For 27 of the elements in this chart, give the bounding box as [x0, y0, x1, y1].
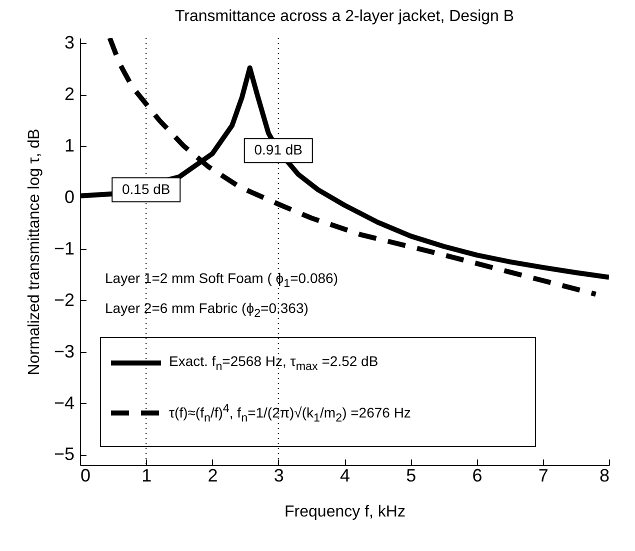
- annotation: 0.15 dB: [122, 180, 170, 197]
- text: τ(f)≈(f$_{n}$/f)$^{4}$, f$_{n}$=1/(2π)√(k$_{1}$/m$_{2}$) =2676 Hz: [169, 402, 411, 424]
- y-axis-title: Normalized transmittance log τ, dB: [26, 128, 43, 376]
- x-tick-label: 1: [142, 466, 152, 486]
- y-tick-label: −3: [54, 341, 74, 362]
- annotation: 0.91 dB: [254, 142, 303, 158]
- y-tick-label: −2: [54, 290, 74, 310]
- x-tick-label: 7: [538, 466, 548, 486]
- y-tick-label: −4: [54, 392, 74, 413]
- legend-label: Exact. f$_{n}$=2568 Hz, τ$_{max}$ =2.52 dB: [169, 353, 378, 373]
- y-tick-label: −5: [54, 444, 74, 464]
- y-tick-label: 2: [64, 84, 74, 104]
- x-tick-label: 6: [472, 466, 482, 486]
- y-tick-label: −1: [54, 238, 74, 258]
- x-axis-title: Frequency f, kHz: [284, 504, 406, 520]
- y-tick-label: 1: [64, 136, 74, 156]
- annotation: Layer 2=6 mm Fabric (ϕ$_{2}$=0.363): [105, 300, 308, 320]
- chart-title: Transmittance across a 2-layer jacket, Design B: [174, 8, 514, 26]
- x-tick-label: 3: [274, 466, 284, 486]
- x-tick-label: 5: [406, 466, 416, 486]
- x-tick-label: 8: [599, 466, 610, 486]
- annotation: Layer 1=2 mm Soft Foam ( ϕ$_{1}$=0.086): [105, 270, 338, 290]
- x-tick-label: 0: [80, 466, 91, 486]
- x-tick-label: 2: [208, 466, 218, 486]
- y-tick-label: 0: [64, 186, 74, 207]
- x-tick-label: 4: [340, 466, 350, 486]
- y-tick-label: 3: [64, 32, 74, 53]
